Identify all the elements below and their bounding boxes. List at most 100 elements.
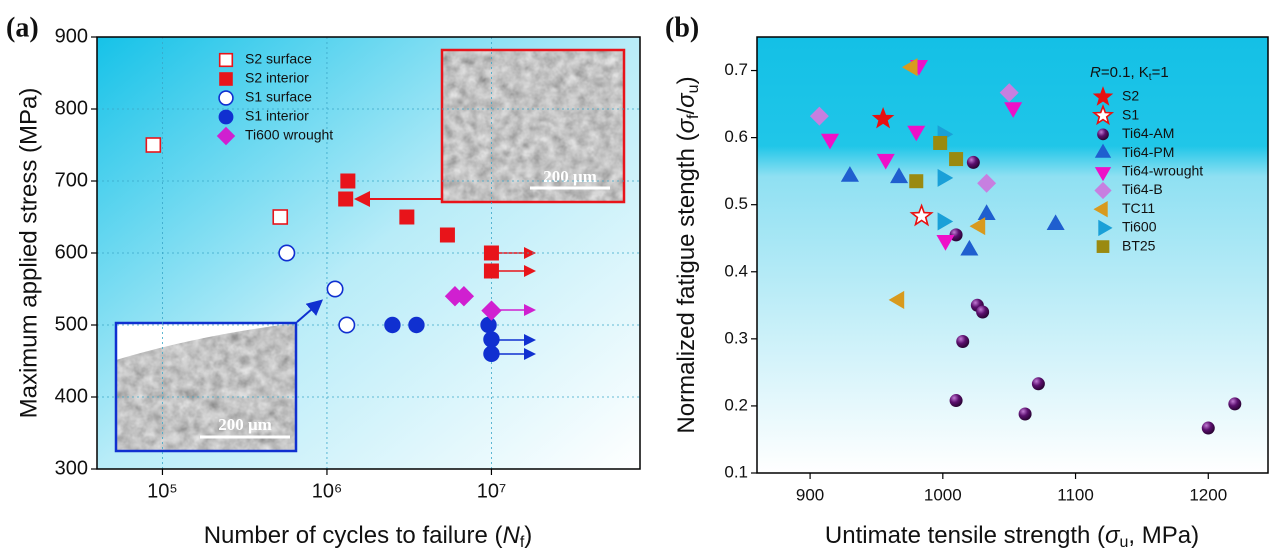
y-tick-label: 900 xyxy=(55,25,88,47)
label-part: σ xyxy=(1105,522,1121,549)
data-point xyxy=(977,204,996,220)
legend-label: Ti600 wrought xyxy=(245,127,333,143)
data-point xyxy=(933,135,948,150)
label-part: ) xyxy=(524,522,532,549)
data-point xyxy=(340,173,356,189)
y-axis-label: Maximum applied stress (MPa) xyxy=(15,88,42,419)
data-point xyxy=(888,290,905,309)
legend-marker xyxy=(218,109,234,125)
legend-label: S2 interior xyxy=(245,70,309,86)
data-point xyxy=(483,245,499,261)
legend-label: Ti64-PM xyxy=(1122,144,1174,160)
y-tick-label: 500 xyxy=(55,313,88,335)
legend-label: S1 xyxy=(1122,106,1139,122)
data-point xyxy=(966,155,980,169)
panel-label: (a) xyxy=(6,12,39,43)
legend-label: S1 interior xyxy=(245,108,309,124)
micrograph xyxy=(442,50,624,202)
pointer-arrow xyxy=(296,299,324,323)
data-point xyxy=(977,173,997,193)
inset-border xyxy=(440,48,626,204)
label-part: f xyxy=(685,114,702,119)
data-point xyxy=(1004,102,1023,118)
y-tick-label: 600 xyxy=(55,241,88,263)
legend-marker xyxy=(1094,181,1112,200)
scale-label: 200 μm xyxy=(218,415,272,434)
data-point xyxy=(272,209,289,225)
y-tick-label: 0.7 xyxy=(724,60,748,79)
data-point xyxy=(408,316,425,334)
label-part: u xyxy=(685,84,702,93)
data-point xyxy=(999,83,1019,103)
data-point xyxy=(809,106,829,126)
x-tick-label: 1200 xyxy=(1189,485,1227,504)
label-part: N xyxy=(502,522,520,549)
label-part: t xyxy=(1149,72,1152,83)
y-tick-label: 0.1 xyxy=(724,462,748,481)
label-part: σ xyxy=(673,117,700,133)
y-tick-label: 700 xyxy=(55,169,88,191)
legend-marker xyxy=(218,90,234,106)
scale-label: 200 μm xyxy=(543,167,597,186)
y-tick-label: 300 xyxy=(55,457,88,479)
legend-marker xyxy=(216,126,236,146)
data-point xyxy=(481,300,502,321)
data-point xyxy=(937,212,954,231)
label-part: R xyxy=(1090,64,1101,81)
data-point xyxy=(949,394,963,408)
legend-label: Ti64-AM xyxy=(1122,125,1174,141)
data-point xyxy=(936,235,955,251)
inset-micrograph: 200 μm xyxy=(114,321,298,453)
y-tick-label: 0.2 xyxy=(724,395,748,414)
label-part: ) xyxy=(673,76,700,84)
legend-title: R=0.1, Kt=1 xyxy=(1090,64,1169,83)
legend-marker xyxy=(1094,167,1112,182)
data-point xyxy=(338,316,356,334)
data-point xyxy=(949,152,964,167)
data-point xyxy=(399,209,415,225)
legend-marker xyxy=(1094,143,1112,158)
data-point xyxy=(820,133,840,150)
label-part: , MPa) xyxy=(1128,522,1199,549)
label-part: Normalized fatigue stength ( xyxy=(673,133,700,433)
y-tick-label: 0.3 xyxy=(724,328,748,347)
data-point xyxy=(480,316,497,334)
data-point xyxy=(1201,421,1215,435)
y-tick-label: 0.6 xyxy=(724,127,748,146)
data-point xyxy=(949,228,963,242)
legend-marker xyxy=(218,52,234,68)
legend-marker xyxy=(1097,128,1109,141)
x-tick-label: 10⁵ xyxy=(147,480,178,502)
data-point xyxy=(937,168,954,187)
label-part: / xyxy=(673,107,700,114)
x-tick-label: 10⁷ xyxy=(477,480,506,502)
data-point xyxy=(145,137,162,153)
x-tick-label: 10⁶ xyxy=(312,480,342,502)
legend-marker xyxy=(1093,201,1108,218)
y-axis-label: Normalized fatigue stength (σf/σu) xyxy=(673,76,702,433)
panel-label: (b) xyxy=(665,12,699,43)
legend-marker xyxy=(219,72,233,86)
data-point xyxy=(871,106,895,129)
data-point xyxy=(960,239,979,256)
legend-marker xyxy=(1091,103,1115,126)
data-point xyxy=(976,305,990,319)
legend-label: Ti64-wrought xyxy=(1122,163,1203,179)
legend-label: BT25 xyxy=(1122,237,1156,253)
label-part: u xyxy=(1120,534,1129,551)
data-point xyxy=(326,280,344,298)
legend-label: TC11 xyxy=(1122,200,1155,216)
label-part: f xyxy=(520,534,525,551)
legend-label: Ti64-B xyxy=(1122,181,1163,197)
label-part: Number of cycles to failure ( xyxy=(204,522,503,549)
data-point xyxy=(453,286,475,307)
data-point xyxy=(901,58,918,77)
data-point xyxy=(1031,377,1045,391)
label-part: =1 xyxy=(1152,64,1169,81)
legend-marker xyxy=(1098,219,1113,237)
y-tick-label: 400 xyxy=(55,385,88,407)
label-part: σ xyxy=(673,92,700,108)
data-point xyxy=(1228,397,1242,411)
legend-label: S1 surface xyxy=(245,89,312,105)
